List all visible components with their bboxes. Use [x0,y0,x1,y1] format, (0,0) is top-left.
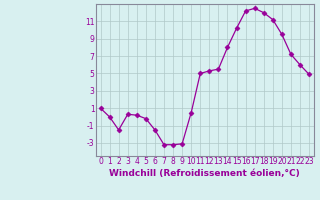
X-axis label: Windchill (Refroidissement éolien,°C): Windchill (Refroidissement éolien,°C) [109,169,300,178]
